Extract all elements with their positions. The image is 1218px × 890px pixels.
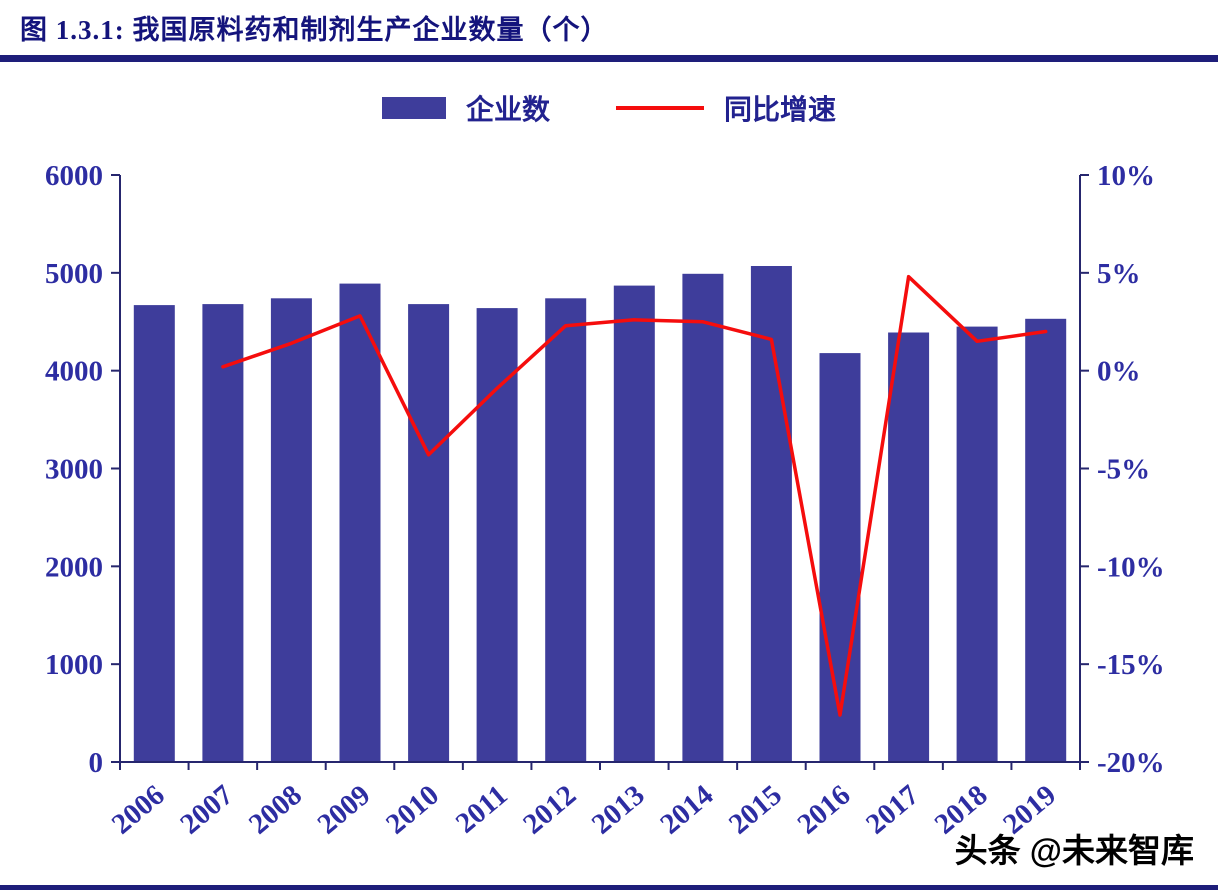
bar — [545, 298, 587, 762]
x-axis-label: 2016 — [791, 779, 856, 841]
x-axis-label: 2012 — [517, 779, 582, 841]
x-axis-label: 2008 — [243, 779, 308, 841]
left-axis-tick-label: 2000 — [45, 551, 103, 583]
right-axis-tick-label: -15% — [1097, 649, 1165, 681]
x-axis-label: 2009 — [311, 779, 376, 841]
x-axis-label: 2017 — [860, 779, 925, 841]
right-axis-tick-label: 10% — [1097, 160, 1155, 192]
bar-series-swatch-icon — [381, 97, 446, 119]
right-axis-tick-label: 5% — [1097, 258, 1141, 290]
left-axis-tick-label: 5000 — [45, 258, 103, 290]
line-series-swatch-icon — [616, 106, 704, 110]
left-axis-tick-label: 3000 — [45, 454, 103, 486]
chart-legend: 企业数 同比增速 — [0, 88, 1218, 128]
x-axis-label: 2006 — [106, 779, 171, 841]
left-axis-tick-label: 0 — [89, 747, 104, 779]
watermark: 头条 @未来智库 — [954, 832, 1194, 869]
page-title: 图 1.3.1: 我国原料药和制剂生产企业数量（个） — [20, 15, 609, 45]
bar — [202, 304, 244, 762]
bar — [1025, 318, 1067, 762]
left-axis-tick-label: 4000 — [45, 356, 103, 388]
left-axis-tick-label: 1000 — [45, 649, 103, 681]
x-axis-label: 2011 — [450, 779, 514, 840]
legend-item-line: 同比增速 — [616, 88, 836, 128]
x-axis-label: 2013 — [586, 779, 651, 841]
legend-item-bars: 企业数 — [381, 88, 550, 128]
title-underline — [0, 55, 1218, 62]
bar — [682, 273, 724, 762]
legend-bar-label: 企业数 — [465, 95, 550, 126]
right-axis-tick-label: -5% — [1097, 454, 1150, 486]
right-axis-tick-label: -20% — [1097, 747, 1165, 779]
bar — [270, 298, 312, 762]
bar — [408, 304, 450, 762]
growth-line — [221, 274, 1048, 717]
legend-line-label: 同比增速 — [724, 95, 837, 126]
bottom-rule — [0, 885, 1218, 890]
right-axis-tick-label: -10% — [1097, 551, 1165, 583]
right-axis-tick-label: 0% — [1097, 356, 1141, 388]
left-axis-tick-label: 6000 — [45, 160, 103, 192]
bar — [888, 332, 930, 762]
x-axis-label: 2015 — [723, 779, 788, 841]
x-axis-label: 2014 — [654, 779, 719, 841]
bar — [133, 305, 175, 762]
bar — [956, 326, 998, 762]
bar — [476, 308, 518, 762]
bar — [819, 353, 861, 762]
x-axis-label: 2007 — [174, 779, 239, 841]
bar — [613, 285, 655, 762]
x-axis-label: 2010 — [380, 779, 445, 841]
bar — [339, 283, 381, 762]
